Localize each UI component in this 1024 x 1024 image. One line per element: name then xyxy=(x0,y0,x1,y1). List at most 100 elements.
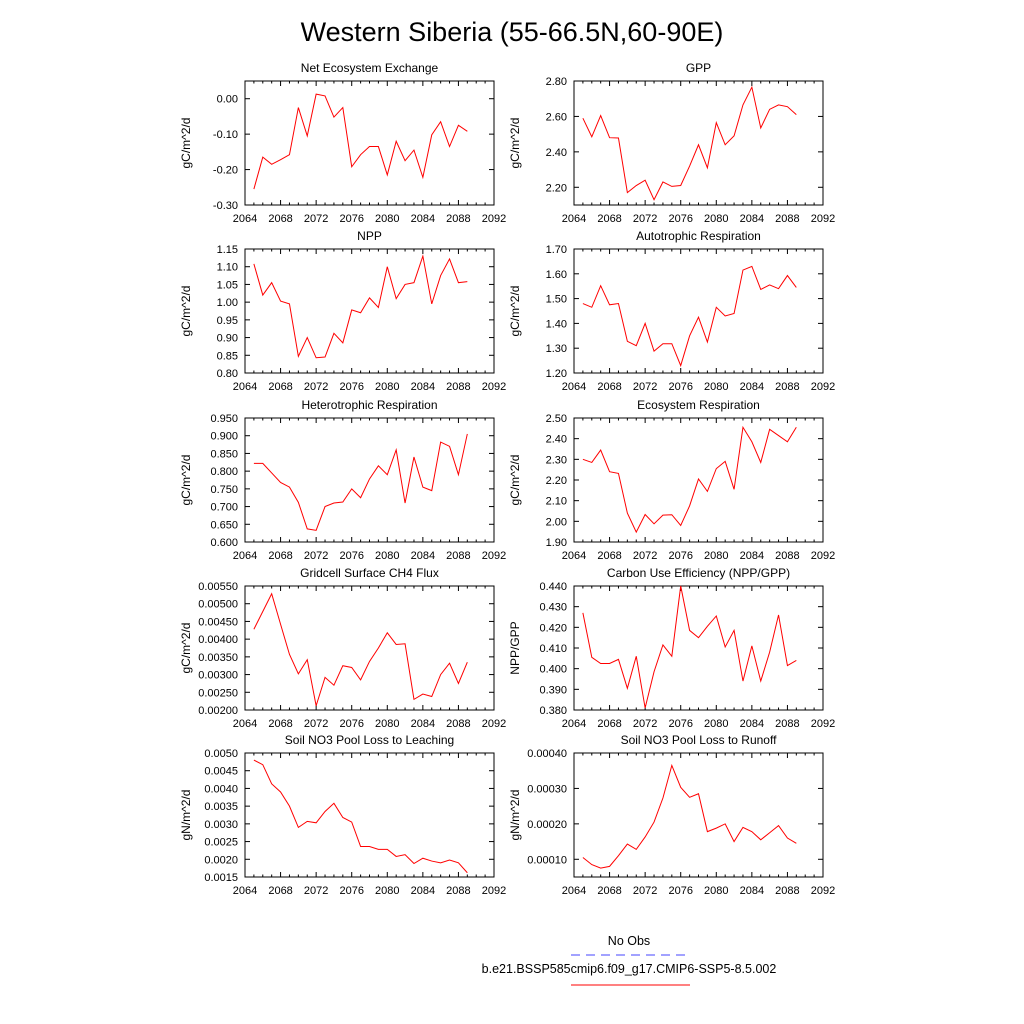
y-tick-label: 0.800 xyxy=(210,466,238,478)
plot-frame xyxy=(573,248,824,374)
x-tick-label: 2092 xyxy=(482,381,506,393)
x-tick-label: 2084 xyxy=(411,381,435,393)
y-axis-label: gC/m^2/d xyxy=(179,455,193,506)
x-tick-label: 2080 xyxy=(704,718,728,730)
panels-grid: Net Ecosystem Exchange 2064 2068 2072 2076 20… xyxy=(179,61,835,897)
y-tick-label: 0.00200 xyxy=(198,705,238,717)
panel-7: Carbon Use Efficiency (NPP/GPP) 2064 2068 2… xyxy=(508,566,835,730)
x-tick-label: 2080 xyxy=(375,381,399,393)
x-tick-label: 2076 xyxy=(339,718,363,730)
y-tick-label: 2.80 xyxy=(546,76,567,88)
x-tick-label: 2092 xyxy=(482,213,506,225)
y-tick-label: 2.20 xyxy=(546,475,567,487)
y-tick-label: 0.600 xyxy=(210,537,238,549)
x-tick-label: 2068 xyxy=(597,381,621,393)
y-axis-label: NPP/GPP xyxy=(508,621,522,674)
plot-frame xyxy=(244,585,495,711)
y-tick-label: 0.0050 xyxy=(204,748,238,760)
x-tick-label: 2080 xyxy=(375,885,399,897)
y-tick-label: 2.10 xyxy=(546,496,567,508)
x-tick-label: 2088 xyxy=(775,213,799,225)
y-tick-label: 0.900 xyxy=(210,431,238,443)
x-tick-label: 2072 xyxy=(304,550,328,562)
y-tick-label: 0.380 xyxy=(539,705,567,717)
y-tick-label: 0.00040 xyxy=(527,748,567,760)
panel-title: Carbon Use Efficiency (NPP/GPP) xyxy=(607,566,790,580)
x-tick-label: 2064 xyxy=(562,381,586,393)
x-tick-label: 2072 xyxy=(633,550,657,562)
y-tick-label: -0.10 xyxy=(213,129,238,141)
x-tick-label: 2064 xyxy=(562,213,586,225)
y-tick-label: 1.70 xyxy=(546,244,567,256)
series-line xyxy=(253,592,468,706)
y-tick-label: 1.10 xyxy=(217,262,238,274)
y-tick-label: 2.60 xyxy=(546,111,567,123)
x-tick-label: 2076 xyxy=(339,213,363,225)
y-tick-label: 0.0025 xyxy=(204,837,238,849)
y-tick-label: 0.00500 xyxy=(198,599,238,611)
x-tick-label: 2092 xyxy=(482,885,506,897)
x-tick-label: 2072 xyxy=(304,213,328,225)
x-tick-label: 2088 xyxy=(446,213,470,225)
series-line xyxy=(253,93,468,190)
series-line xyxy=(253,254,468,359)
y-tick-label: -0.30 xyxy=(213,200,238,212)
y-tick-label: 0.85 xyxy=(217,350,238,362)
panel-8: Soil NO3 Pool Loss to Leaching 2064 2068 20… xyxy=(179,733,506,897)
x-tick-label: 2076 xyxy=(668,550,692,562)
x-tick-label: 2068 xyxy=(268,213,292,225)
plot-frame xyxy=(573,752,824,878)
series-line xyxy=(582,425,797,534)
panel-title: GPP xyxy=(686,61,711,75)
x-tick-label: 2072 xyxy=(304,381,328,393)
x-tick-label: 2080 xyxy=(704,885,728,897)
legend-label-run: b.e21.BSSP585cmip6.f09_g17.CMIP6-SSP5-8.… xyxy=(482,962,777,976)
panel-6: Gridcell Surface CH4 Flux 2064 2068 2072 207… xyxy=(179,566,506,730)
y-axis-label: gN/m^2/d xyxy=(508,790,522,841)
series-line xyxy=(582,85,797,201)
plot-frame xyxy=(573,585,824,711)
y-tick-label: 2.50 xyxy=(546,413,567,425)
y-axis-label: gC/m^2/d xyxy=(508,286,522,337)
x-tick-label: 2064 xyxy=(233,213,257,225)
x-tick-label: 2080 xyxy=(704,381,728,393)
x-tick-label: 2068 xyxy=(268,718,292,730)
y-tick-label: 0.00020 xyxy=(527,819,567,831)
series-line xyxy=(253,433,468,531)
panel-0: Net Ecosystem Exchange 2064 2068 2072 2076 20… xyxy=(179,61,506,225)
y-tick-label: 0.00250 xyxy=(198,687,238,699)
panel-5: Ecosystem Respiration 2064 2068 2072 2076 208… xyxy=(508,398,835,562)
x-tick-label: 2076 xyxy=(339,550,363,562)
x-tick-label: 2088 xyxy=(775,550,799,562)
x-tick-label: 2088 xyxy=(775,885,799,897)
x-tick-label: 2080 xyxy=(375,550,399,562)
x-tick-label: 2088 xyxy=(446,381,470,393)
panel-title: Gridcell Surface CH4 Flux xyxy=(300,566,439,580)
x-tick-label: 2092 xyxy=(811,381,835,393)
x-tick-label: 2072 xyxy=(633,718,657,730)
x-tick-label: 2084 xyxy=(740,550,764,562)
y-tick-label: 0.00 xyxy=(217,94,238,106)
y-axis-label: gN/m^2/d xyxy=(179,790,193,841)
y-tick-label: 0.00450 xyxy=(198,616,238,628)
x-tick-label: 2072 xyxy=(304,718,328,730)
x-tick-label: 2084 xyxy=(411,885,435,897)
plot-frame xyxy=(244,752,495,878)
series-line xyxy=(582,763,797,869)
x-tick-label: 2084 xyxy=(740,885,764,897)
x-tick-label: 2076 xyxy=(339,381,363,393)
x-tick-label: 2068 xyxy=(597,550,621,562)
y-tick-label: 0.420 xyxy=(539,622,567,634)
x-tick-label: 2084 xyxy=(411,550,435,562)
x-tick-label: 2084 xyxy=(411,718,435,730)
x-tick-label: 2088 xyxy=(446,550,470,562)
y-tick-label: 0.00550 xyxy=(198,581,238,593)
x-tick-label: 2068 xyxy=(597,885,621,897)
y-tick-label: 0.0035 xyxy=(204,801,238,813)
panel-title: Autotrophic Respiration xyxy=(636,229,761,243)
x-tick-label: 2072 xyxy=(633,885,657,897)
x-tick-label: 2068 xyxy=(268,550,292,562)
y-tick-label: 2.40 xyxy=(546,147,567,159)
panel-3: Autotrophic Respiration 2064 2068 2072 2076 2… xyxy=(508,229,835,393)
